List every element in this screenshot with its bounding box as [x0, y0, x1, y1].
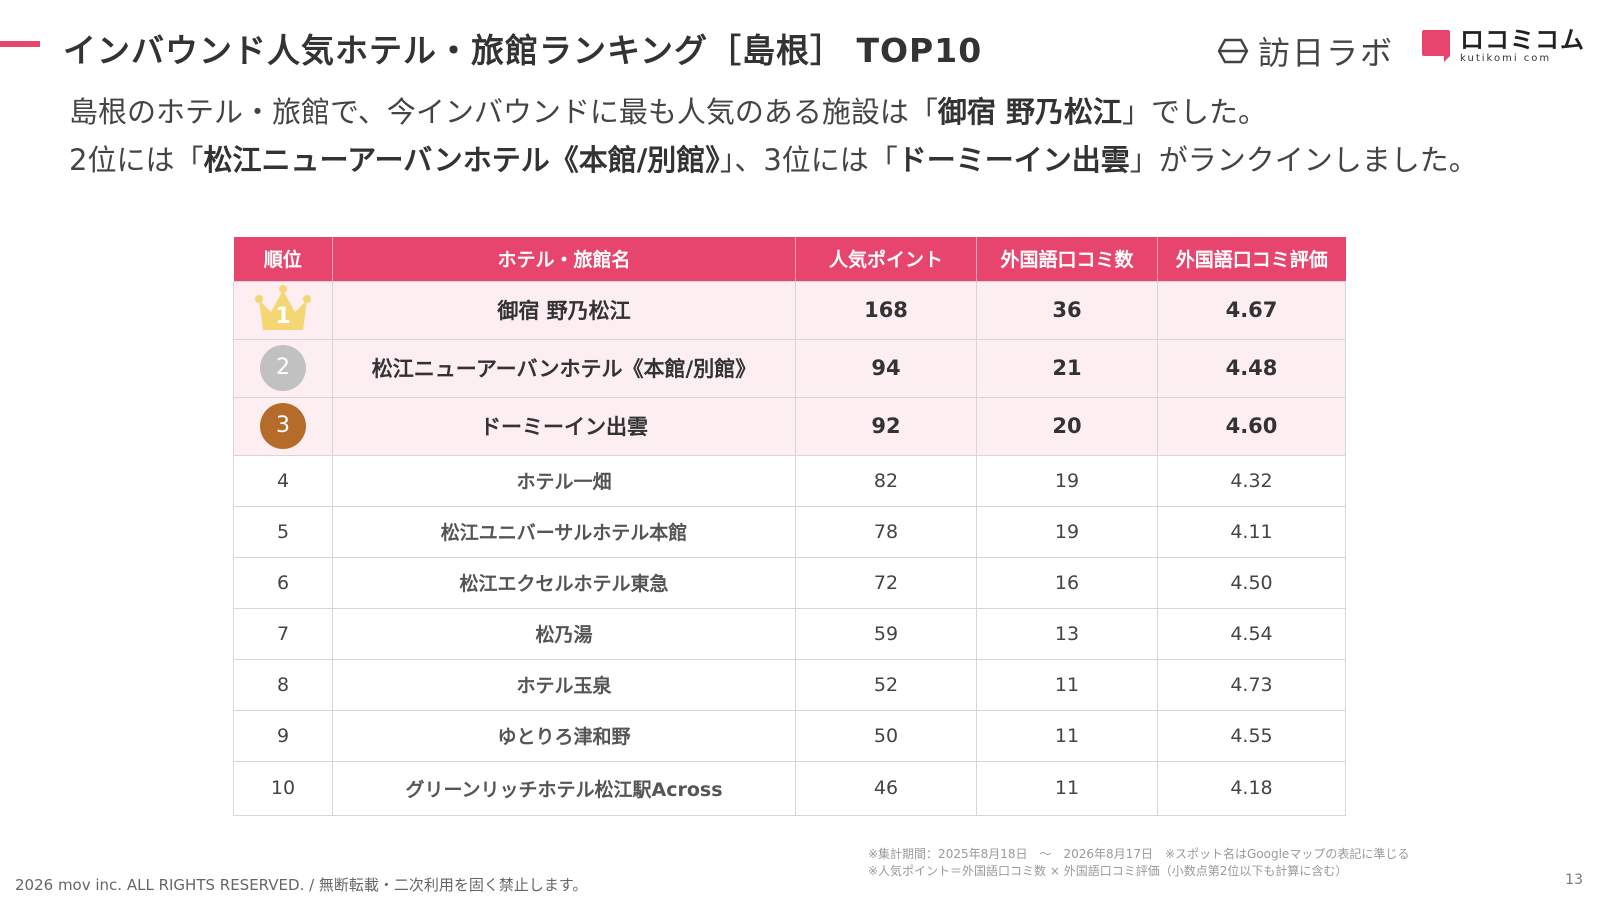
title-accent-bar [0, 41, 40, 47]
hotel-name: ホテル一畑 [332, 454, 796, 507]
header-name: ホテル・旅館名 [332, 237, 796, 281]
intro-second-place: 松江ニューアーバンホテル《本館/別館》 [203, 143, 720, 177]
bronze-medal-icon: 3 [260, 403, 306, 449]
copyright-text: 2026 mov inc. ALL RIGHTS RESERVED. / 無断転… [15, 876, 588, 894]
popularity-points: 82 [795, 454, 977, 507]
table-row: 7 松乃湯 59 13 4.54 [233, 607, 1346, 660]
page-number: 13 [1565, 872, 1583, 888]
rank-cell: 1 [233, 280, 333, 340]
popularity-points: 94 [795, 338, 977, 398]
speech-bubble-icon [1422, 30, 1450, 62]
table-row: 3 ドーミーイン出雲 92 20 4.60 [233, 396, 1346, 456]
rank-cell: 8 [233, 658, 333, 711]
review-count: 21 [976, 338, 1158, 398]
review-count: 13 [976, 607, 1158, 660]
review-count: 16 [976, 556, 1158, 609]
houninchi-logo-icon [1217, 38, 1249, 64]
review-rating: 4.50 [1157, 556, 1346, 609]
kutikomi-logo-subtext: kutikomi com [1460, 53, 1552, 64]
review-rating: 4.73 [1157, 658, 1346, 711]
review-rating: 4.55 [1157, 709, 1346, 762]
header-rank: 順位 [233, 237, 333, 281]
rank-cell: 6 [233, 556, 333, 609]
review-count: 11 [976, 760, 1158, 816]
rank-cell: 4 [233, 454, 333, 507]
review-rating: 4.18 [1157, 760, 1346, 816]
rank-cell: 10 [233, 760, 333, 816]
header-review-rating: 外国語口コミ評価 [1157, 237, 1346, 281]
hotel-name: ドーミーイン出雲 [332, 396, 796, 456]
popularity-points: 46 [795, 760, 977, 816]
footnote-formula: ※人気ポイント＝外国語口コミ数 × 外国語口コミ評価（小数点第2位以下も計算に含… [868, 864, 1348, 878]
hotel-name: ホテル玉泉 [332, 658, 796, 711]
hotel-name: 松乃湯 [332, 607, 796, 660]
popularity-points: 59 [795, 607, 977, 660]
table-row: 5 松江ユニバーサルホテル本館 78 19 4.11 [233, 505, 1346, 558]
hotel-name: 松江ユニバーサルホテル本館 [332, 505, 796, 558]
header-points: 人気ポイント [795, 237, 977, 281]
intro-line2-mid: 」、3位には「 [719, 143, 898, 177]
intro-third-place: ドーミーイン出雲 [897, 143, 1130, 177]
review-count: 19 [976, 454, 1158, 507]
header-review-count: 外国語口コミ数 [976, 237, 1158, 281]
review-count: 19 [976, 505, 1158, 558]
review-rating: 4.60 [1157, 396, 1346, 456]
hotel-name: 松江ニューアーバンホテル《本館/別館》 [332, 338, 796, 398]
footnote-period: ※集計期間：2025年8月18日 〜 2026年8月17日 ※スポット名はGoo… [868, 847, 1410, 861]
review-rating: 4.11 [1157, 505, 1346, 558]
intro-first-place: 御宿 野乃松江 [937, 95, 1122, 129]
table-row: 4 ホテル一畑 82 19 4.32 [233, 454, 1346, 507]
rank-cell: 3 [233, 396, 333, 456]
rank-cell: 9 [233, 709, 333, 762]
gold-crown-icon: 1 [251, 282, 315, 334]
review-count: 11 [976, 709, 1158, 762]
silver-medal-icon: 2 [260, 345, 306, 391]
kutikomi-logo-text: ロコミコム [1460, 26, 1585, 54]
kutikomi-logo: ロコミコム kutikomi com [1420, 28, 1585, 64]
intro-line2-prefix: 2位には「 [69, 143, 204, 177]
popularity-points: 92 [795, 396, 977, 456]
table-row: 10 グリーンリッチホテル松江駅Across 46 11 4.18 [233, 760, 1346, 816]
intro-text: 島根のホテル・旅館で、今インバウンドに最も人気のある施設は「御宿 野乃松江」でし… [69, 88, 1529, 184]
rank-cell: 5 [233, 505, 333, 558]
review-rating: 4.48 [1157, 338, 1346, 398]
review-rating: 4.67 [1157, 280, 1346, 340]
hotel-name: 松江エクセルホテル東急 [332, 556, 796, 609]
table-row: 8 ホテル玉泉 52 11 4.73 [233, 658, 1346, 711]
footnotes: ※集計期間：2025年8月18日 〜 2026年8月17日 ※スポット名はGoo… [868, 846, 1409, 880]
popularity-points: 72 [795, 556, 977, 609]
hotel-name: ゆとりろ津和野 [332, 709, 796, 762]
popularity-points: 78 [795, 505, 977, 558]
review-count: 36 [976, 280, 1158, 340]
houninchi-lab-logo: 訪日ラボ [1216, 28, 1394, 74]
rank-cell: 7 [233, 607, 333, 660]
hotel-name: グリーンリッチホテル松江駅Across [332, 760, 796, 816]
intro-line1-prefix: 島根のホテル・旅館で、今インバウンドに最も人気のある施設は「 [69, 95, 938, 129]
page-title: インバウンド人気ホテル・旅館ランキング［島根］ TOP10 [63, 31, 983, 70]
table-row: 2 松江ニューアーバンホテル《本館/別館》 94 21 4.48 [233, 338, 1346, 398]
review-rating: 4.54 [1157, 607, 1346, 660]
ranking-table: 順位 ホテル・旅館名 人気ポイント 外国語口コミ数 外国語口コミ評価 1 御 [233, 237, 1346, 816]
table-row: 9 ゆとりろ津和野 50 11 4.55 [233, 709, 1346, 762]
popularity-points: 52 [795, 658, 977, 711]
hotel-name: 御宿 野乃松江 [332, 280, 796, 340]
popularity-points: 50 [795, 709, 977, 762]
table-row: 6 松江エクセルホテル東急 72 16 4.50 [233, 556, 1346, 609]
intro-line2-suffix: 」がランクインしました。 [1129, 143, 1478, 177]
table-row: 1 御宿 野乃松江 168 36 4.67 [233, 280, 1346, 340]
popularity-points: 168 [795, 280, 977, 340]
table-header-row: 順位 ホテル・旅館名 人気ポイント 外国語口コミ数 外国語口コミ評価 [233, 237, 1346, 281]
review-count: 11 [976, 658, 1158, 711]
intro-line1-suffix: 」でした。 [1121, 95, 1267, 129]
rank-cell: 2 [233, 338, 333, 398]
rank-number: 1 [275, 303, 291, 329]
houninchi-logo-text: 訪日ラボ [1258, 34, 1395, 72]
review-rating: 4.32 [1157, 454, 1346, 507]
review-count: 20 [976, 396, 1158, 456]
